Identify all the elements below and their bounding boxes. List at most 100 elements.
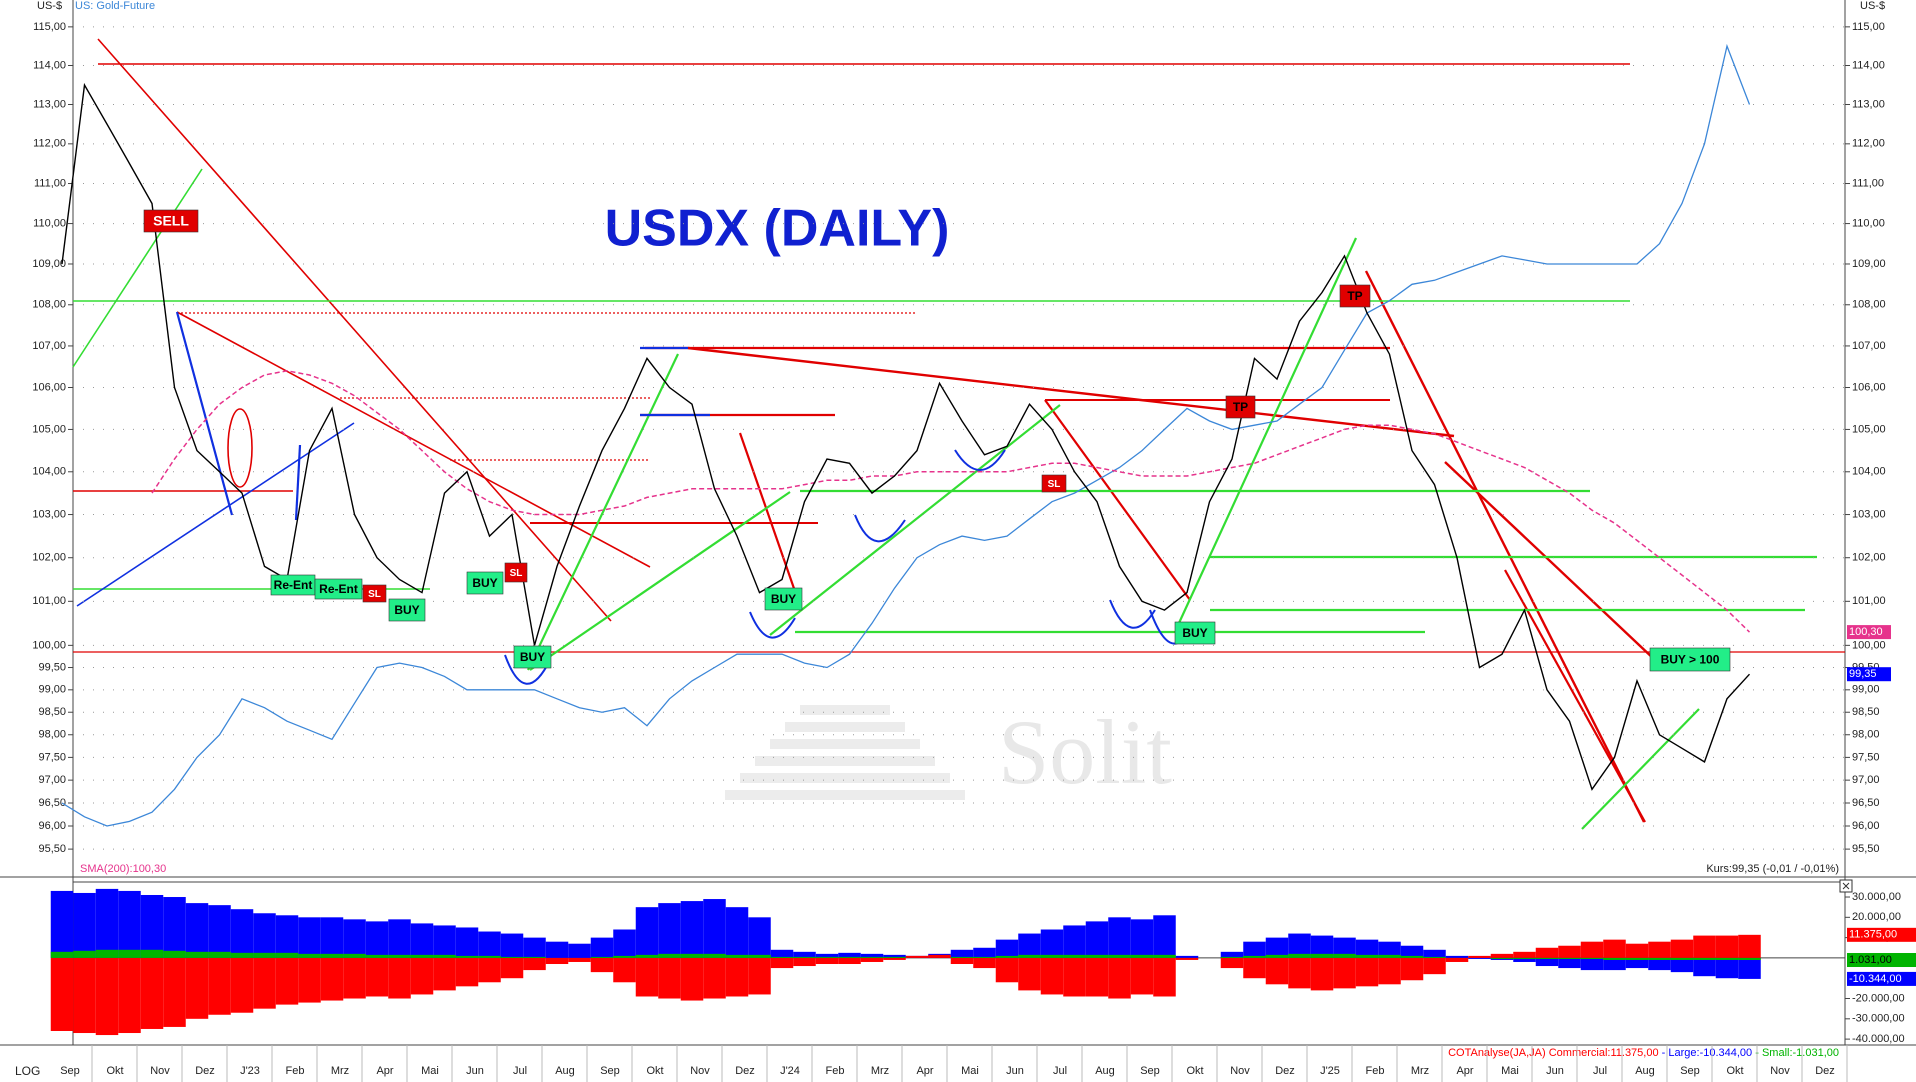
cot-bar [388,919,411,958]
cot-bar [1400,955,1424,958]
y-tick-label: 30.000,00 [1852,891,1901,903]
cot-bar [500,956,524,958]
cot-bar [1400,945,1424,958]
cot-bar [523,957,546,971]
x-tick-label: Mai [421,1065,439,1077]
gold-line [61,43,1751,827]
x-tick-label: Okt [106,1065,123,1077]
x-tick-label: Okt [1726,1065,1743,1077]
legend-gold: US: Gold-Future [75,0,155,12]
cot-bar [95,957,119,1036]
cot-bar [725,907,749,958]
cot-bar [343,953,366,958]
last-value-box [1847,625,1891,640]
cot-bar [500,957,524,979]
cot-bar [1648,957,1671,971]
cot-bar [838,956,861,958]
cot-bar [950,957,974,965]
annotation-label: BUY [520,650,545,664]
y-tick-label: 95,50 [38,843,66,855]
y-unit-label-right: US-$ [1860,0,1885,12]
cot-bar [410,957,434,995]
cot-bar [1310,953,1334,958]
cot-bar [703,953,726,958]
cot-bar [1085,921,1109,958]
annotation-box [513,645,552,669]
x-tick-label: Feb [286,1065,305,1077]
close-box[interactable] [1839,879,1853,893]
y-tick-label: 104,00 [32,466,66,478]
cot-bar [1018,933,1041,958]
cot-bar [703,957,726,999]
x-tick-label: Feb [1366,1065,1385,1077]
x-tick-label: Feb [826,1065,845,1077]
y-tick-label: 102,00 [32,552,66,564]
cot-bar [1153,957,1176,997]
cot-bar [388,954,411,958]
y-tick-label-right: 105,00 [1852,423,1886,435]
cot-bar [1310,957,1334,991]
cot-bar [1288,953,1311,958]
cot-bar [140,949,164,958]
cot-bar [185,903,209,958]
cot-bar [343,957,366,999]
y-tick-label: 96,00 [38,820,66,832]
cot-bar [1670,957,1694,973]
cot-bar [1153,915,1176,958]
cot-bar [1445,957,1469,962]
annotation-label: BUY [394,603,419,617]
cot-bar [410,923,434,958]
cot-bar [230,952,254,958]
cot-bar [163,897,186,958]
cot-bar [770,949,794,958]
cot-bar [253,952,276,958]
cot-bar [1423,956,1446,958]
y-tick-label-right: 102,00 [1852,552,1886,564]
x-tick-label: Nov [1230,1065,1250,1077]
cot-bar [725,954,749,958]
y-tick-label-right: 98,00 [1852,729,1880,741]
cot-bar [185,951,209,958]
cot-bar [1040,929,1064,958]
y-tick-label: 115,00 [33,21,66,33]
cot-bar [1243,955,1266,958]
x-tick-label: Jul [513,1065,527,1077]
cot-title: COTAnalyse(JA,JA) [1448,1047,1546,1059]
cot-bar [905,955,929,958]
cot-bar [275,957,299,1005]
y-tick-label: -20.000,00 [1852,992,1905,1004]
cot-bar [748,917,771,958]
cot-bar [1625,957,1649,969]
cot-bar [1400,957,1424,981]
annotation-box [1339,284,1371,308]
cot-bar [1333,953,1356,958]
cot-bar [523,937,546,958]
y-tick-label-right: 106,00 [1852,381,1886,393]
cot-bar [320,953,344,958]
cot-bar [928,954,951,958]
cot-bar [1040,954,1064,958]
cot-bar [1738,934,1761,958]
cot-bar [298,957,321,1003]
cot-bar [590,956,614,958]
cot-bar [973,957,996,969]
cot-bar [1108,957,1131,999]
cot-bar [1490,957,1514,959]
y-unit-label: US-$ [37,0,62,12]
cot-bar [1243,941,1266,958]
cot-bar [478,957,501,983]
cot-bar [860,956,884,958]
cot-bar [635,957,659,997]
cot-bar [1580,941,1604,958]
annotation-label: TP [1233,400,1248,414]
cot-bar [613,929,636,958]
x-tick-label: Okt [646,1065,663,1077]
cot-bar [1085,957,1109,997]
last-value-label: -10.344,00 [1849,973,1902,985]
cot-bar [1670,939,1694,958]
x-tick-label: Apr [1456,1065,1473,1077]
x-tick-label: Dez [1815,1065,1835,1077]
cot-bar [365,954,389,958]
